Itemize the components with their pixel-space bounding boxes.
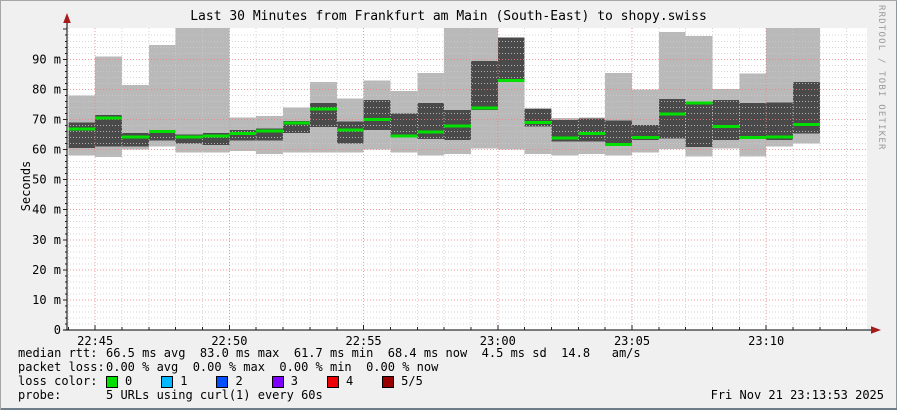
loss-color-swatch — [161, 376, 174, 388]
loss-color-item: 2 — [216, 374, 243, 389]
packet-loss-values: 0.00 % avg 0.00 % max 0.00 % min 0.00 % … — [106, 360, 439, 374]
svg-text:10 m: 10 m — [32, 293, 61, 307]
loss-color-value: 0 — [125, 374, 133, 389]
svg-text:20 m: 20 m — [32, 263, 61, 277]
median-lines — [68, 78, 820, 146]
loss-color-value: 2 — [235, 374, 243, 389]
probe-label: probe: — [18, 388, 62, 402]
svg-text:0: 0 — [54, 323, 61, 337]
loss-color-swatch — [216, 376, 229, 388]
svg-text:70 m: 70 m — [32, 112, 61, 126]
svg-text:80 m: 80 m — [32, 82, 61, 96]
y-axis-title: Seconds — [19, 160, 33, 212]
svg-text:22:55: 22:55 — [346, 334, 382, 348]
stats-block: median rtt: 66.5 ms avg 83.0 ms max 61.7 … — [18, 346, 641, 403]
loss-color-legend: 0 1 2 3 4 5/5 — [106, 375, 423, 389]
packet-loss-label: packet loss: — [18, 360, 105, 374]
y-tick-labels: 0 10 m 20 m 30 m 40 m 50 m 60 m 70 m 80 m 90 m — [32, 52, 61, 337]
loss-color-item: 0 — [106, 375, 132, 389]
loss-color-value: 3 — [290, 374, 298, 389]
loss-color-label: loss color: — [18, 374, 98, 389]
probe-row: probe: 5 URLs using curl(1) every 60s — [18, 388, 641, 403]
svg-text:23:00: 23:00 — [480, 334, 516, 348]
svg-text:30 m: 30 m — [32, 233, 61, 247]
loss-color-item: 4 — [326, 374, 354, 389]
graph-title: Last 30 Minutes from Frankfurt am Main (… — [190, 9, 707, 24]
svg-text:60 m: 60 m — [32, 143, 61, 157]
loss-color-swatch — [382, 376, 395, 388]
generated-timestamp: Fri Nov 21 23:13:53 2025 — [710, 388, 884, 402]
svg-text:23:10: 23:10 — [748, 334, 784, 348]
axes — [63, 13, 881, 334]
loss-color-value: 4 — [345, 374, 354, 389]
loss-color-item: 5/5 — [382, 375, 423, 389]
svg-text:90 m: 90 m — [32, 52, 61, 66]
loss-color-item: 1 — [161, 375, 187, 389]
rrdtool-watermark: RRDTOOL / TOBI OETIKER — [876, 5, 886, 151]
x-tick-labels: 22:45 22:50 22:55 23:00 23:05 23:10 — [77, 334, 784, 348]
median-rtt-values: 66.5 ms avg 83.0 ms max 61.7 ms min 68.4… — [106, 346, 641, 360]
probe-value: 5 URLs using curl(1) every 60s — [106, 388, 323, 402]
svg-text:40 m: 40 m — [32, 203, 61, 217]
loss-color-swatch — [271, 376, 284, 388]
loss-color-row: loss color: 0 1 2 3 4 5/5 — [18, 375, 641, 389]
median-rtt-label: median rtt: — [18, 346, 98, 360]
loss-color-value: 1 — [180, 374, 188, 389]
svg-text:50 m: 50 m — [32, 173, 61, 187]
gridlines — [67, 28, 867, 330]
svg-text:22:50: 22:50 — [211, 334, 247, 348]
svg-text:22:45: 22:45 — [77, 334, 113, 348]
median-rtt-row: median rtt: 66.5 ms avg 83.0 ms max 61.7 … — [18, 346, 641, 361]
loss-color-swatch — [326, 376, 339, 388]
svg-text:23:05: 23:05 — [614, 334, 650, 348]
loss-color-value: 5/5 — [401, 374, 423, 389]
packet-loss-row: packet loss:0.00 % avg 0.00 % max 0.00 %… — [18, 360, 641, 375]
loss-color-item: 3 — [271, 374, 298, 389]
loss-color-swatch — [106, 376, 118, 388]
